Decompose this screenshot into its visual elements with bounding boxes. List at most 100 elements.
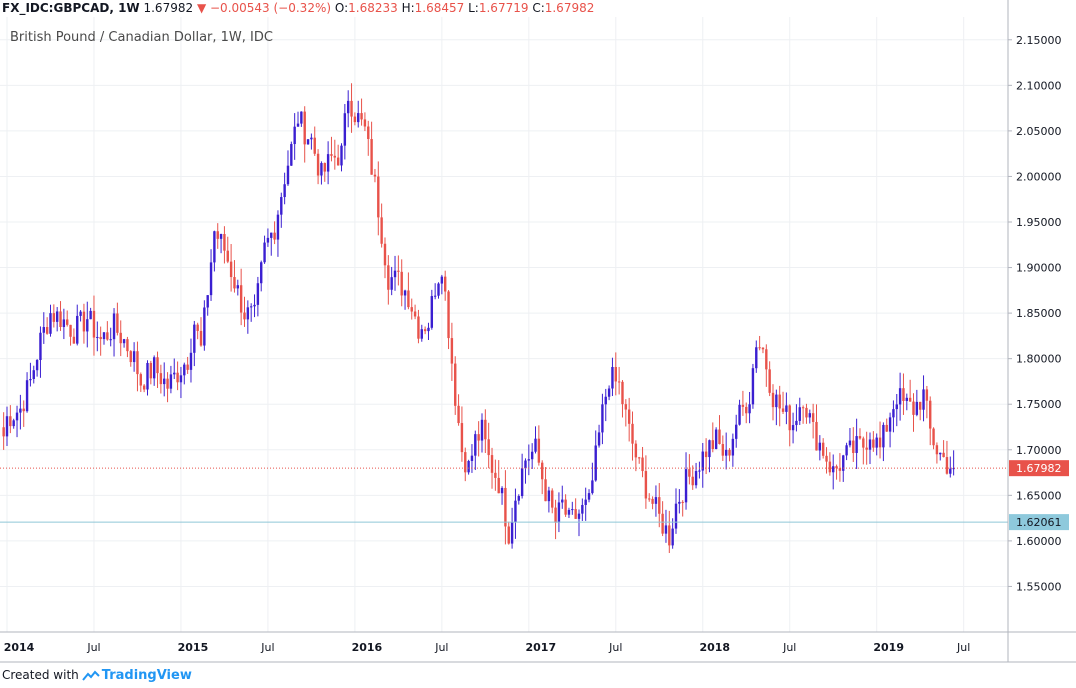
candle-body — [313, 137, 316, 154]
candle-body — [15, 412, 19, 421]
candle-body — [808, 413, 811, 418]
candle-body — [530, 451, 534, 460]
candle-body — [688, 469, 691, 477]
x-tick-label: Jul — [956, 641, 970, 654]
candle-body — [494, 472, 497, 478]
last-price-label: 1.67982 — [1016, 462, 1062, 475]
candle-body — [738, 404, 741, 425]
candle-body — [367, 126, 370, 140]
tradingview-icon — [81, 670, 100, 681]
x-tick-label: Jul — [608, 641, 622, 654]
candle-body — [741, 404, 745, 407]
candle-body — [266, 237, 270, 243]
candle-body — [86, 319, 89, 332]
candle-body — [330, 154, 333, 156]
candle-body — [336, 157, 340, 166]
candle-body — [333, 155, 337, 158]
candle-body — [2, 427, 5, 437]
candle-body — [838, 468, 842, 471]
candle-body — [12, 420, 15, 427]
candle-body — [474, 434, 477, 456]
candle-body — [480, 419, 484, 441]
candle-body — [112, 313, 116, 340]
candle-body — [758, 347, 761, 349]
candle-body — [52, 313, 56, 322]
candle-body — [136, 351, 139, 375]
candle-body — [55, 311, 59, 322]
candle-body — [878, 437, 882, 448]
candle-body — [477, 434, 480, 441]
candle-body — [246, 307, 250, 320]
candle-body — [380, 217, 383, 244]
candle-body — [169, 374, 173, 389]
candle-body — [29, 379, 32, 381]
candle-body — [387, 265, 390, 290]
candle-body — [233, 277, 236, 289]
candle-body — [377, 176, 380, 218]
candle-body — [865, 447, 868, 450]
candle-body — [778, 394, 781, 409]
candle-body — [735, 424, 738, 439]
candle-body — [62, 319, 66, 328]
candle-body — [791, 425, 795, 431]
tradingview-logo[interactable]: TradingView — [81, 667, 192, 684]
candle-body — [678, 501, 681, 504]
candle-body — [303, 111, 306, 145]
candle-body — [624, 404, 628, 410]
candle-body — [260, 262, 263, 284]
candle-body — [517, 496, 520, 501]
candle-body — [487, 439, 490, 456]
candle-body — [400, 271, 403, 296]
candle-body — [454, 363, 457, 406]
candle-body — [500, 487, 504, 494]
candle-body — [76, 315, 79, 344]
candle-body — [795, 420, 798, 426]
candle-body — [939, 452, 942, 455]
candle-body — [929, 400, 932, 429]
candle-body — [343, 113, 347, 146]
last-price-label-bg — [1009, 460, 1069, 477]
candle-body — [206, 295, 209, 308]
y-tick-label: 1.95000 — [1016, 216, 1062, 229]
candle-body — [69, 324, 72, 337]
candle-body — [239, 285, 243, 313]
candle-body — [209, 262, 213, 296]
candle-body — [755, 347, 758, 369]
candle-body — [413, 311, 417, 317]
candle-body — [403, 290, 407, 296]
candle-body — [611, 367, 614, 389]
candle-body — [183, 364, 186, 376]
candle-body — [654, 497, 658, 504]
x-tick-label: 2019 — [873, 641, 904, 654]
candle-body — [106, 332, 109, 340]
candle-body — [935, 445, 939, 455]
candle-body — [945, 457, 949, 474]
candle-body — [544, 479, 547, 502]
candle-body — [142, 385, 146, 390]
candle-body — [504, 487, 507, 527]
candle-body — [49, 313, 52, 334]
candle-body — [467, 460, 470, 473]
candle-body — [852, 440, 855, 453]
y-tick-label: 2.10000 — [1016, 79, 1062, 92]
candle-body — [842, 455, 845, 471]
candle-body — [658, 497, 661, 514]
candle-body — [745, 406, 748, 414]
candle-body — [99, 336, 102, 340]
candle-body — [470, 455, 474, 461]
candle-body — [902, 388, 905, 401]
candle-body — [45, 327, 49, 334]
candles — [2, 83, 955, 554]
candle-body — [296, 123, 300, 127]
tradingview-brand: TradingView — [101, 668, 192, 683]
candle-body — [547, 490, 551, 502]
candle-body — [243, 312, 246, 320]
candle-body — [564, 499, 567, 515]
candle-body — [226, 250, 229, 262]
high-value: 1.68457 — [414, 1, 465, 15]
candle-body — [601, 404, 604, 433]
candle-body — [22, 408, 25, 412]
close-label: C: — [532, 1, 545, 15]
